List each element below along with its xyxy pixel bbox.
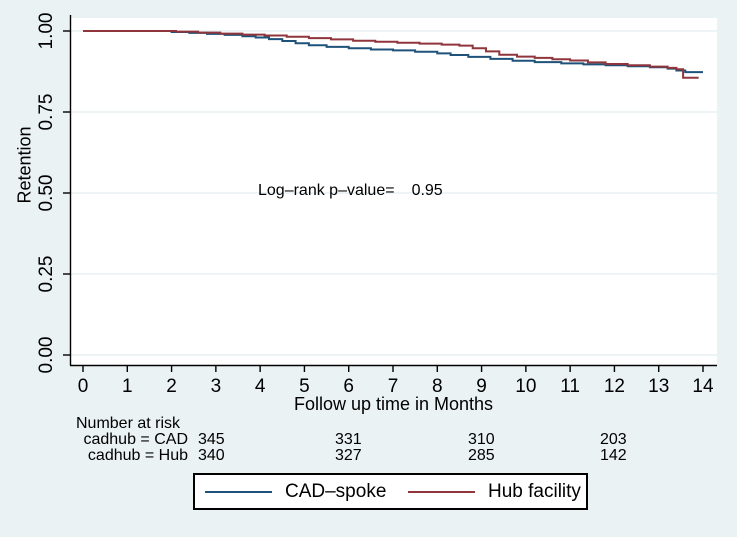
risk-value: 331 — [335, 431, 362, 448]
x-tick-label: 13 — [648, 376, 669, 397]
x-tick-label: 6 — [343, 376, 354, 397]
x-tick-label: 1 — [122, 376, 133, 397]
y-axis-title: Retention — [14, 126, 35, 204]
x-axis-title: Follow up time in Months — [293, 394, 494, 414]
x-tick-label: 2 — [166, 376, 177, 397]
x-tick-label: 3 — [211, 376, 222, 397]
hub-line-swatch — [408, 490, 475, 493]
x-tick-label: 9 — [476, 376, 487, 397]
risk-value: 142 — [600, 447, 627, 464]
risk-value: 327 — [335, 447, 362, 464]
y-tick-label: 0.00 — [36, 337, 57, 374]
risk-row-label-hub: cadhub = Hub — [87, 447, 188, 464]
x-tick-label: 10 — [515, 376, 536, 397]
x-tick-label: 14 — [692, 376, 714, 397]
risk-row-label-cad: cadhub = CAD — [83, 431, 188, 448]
logrank-value: 0.95 — [411, 182, 443, 199]
legend-entry-hub: Hub facility — [408, 475, 581, 508]
series-hub — [83, 30, 699, 79]
legend-box: CAD–spoke Hub facility — [193, 473, 588, 510]
legend-label-hub: Hub facility — [488, 480, 581, 502]
risk-value: 345 — [198, 431, 225, 448]
x-tick-label: 0 — [78, 376, 89, 397]
risk-value: 285 — [468, 447, 495, 464]
y-tick-label: 0.25 — [36, 256, 57, 293]
y-tick-label: 0.75 — [36, 94, 57, 131]
logrank-annotation: Log–rank p–value= 0.95 — [258, 182, 443, 200]
x-tick-label: 12 — [604, 376, 625, 397]
x-tick-label: 8 — [432, 376, 443, 397]
plot-region — [70, 18, 717, 365]
cad-line-swatch — [205, 490, 272, 493]
legend-entry-cad: CAD–spoke — [205, 475, 386, 508]
risk-table-title: Number at risk — [76, 415, 181, 432]
x-tick-label: 7 — [388, 376, 399, 397]
risk-value: 340 — [198, 447, 225, 464]
risk-value: 203 — [600, 431, 627, 448]
x-tick-label: 4 — [255, 376, 266, 397]
legend-label-cad: CAD–spoke — [285, 480, 387, 502]
x-tick-label: 11 — [560, 376, 580, 397]
y-tick-label: 1.00 — [36, 13, 57, 50]
logrank-label: Log–rank p–value= — [258, 182, 395, 199]
risk-value: 310 — [468, 431, 495, 448]
y-tick-label: 0.50 — [36, 175, 57, 212]
x-tick-label: 5 — [299, 376, 310, 397]
